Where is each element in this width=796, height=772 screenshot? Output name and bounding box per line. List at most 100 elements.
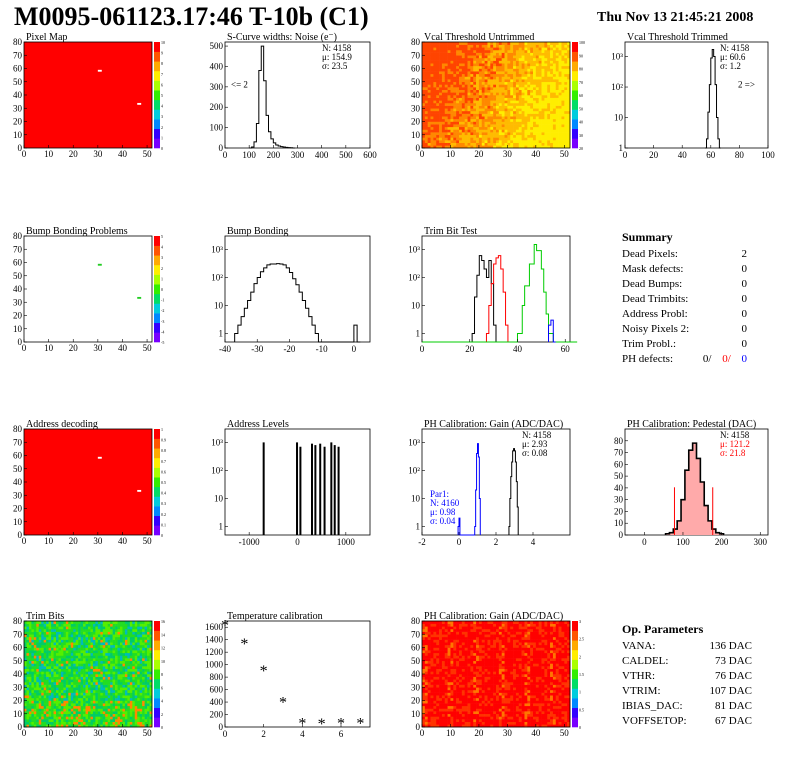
map-cell — [490, 68, 494, 72]
map-cell — [544, 113, 548, 117]
map-cell — [487, 134, 491, 138]
map-cell — [58, 719, 62, 722]
y-tick-label: 30 — [13, 297, 23, 307]
map-cell — [83, 660, 86, 664]
map-cell — [65, 644, 69, 648]
map-cell — [436, 126, 440, 130]
map-cell — [507, 44, 511, 48]
panel-title: Pixel Map — [26, 32, 67, 43]
palette-segment — [154, 429, 160, 439]
map-cell — [122, 671, 126, 675]
map-cell — [476, 71, 480, 75]
map-cell — [38, 676, 42, 680]
map-cell — [433, 705, 437, 709]
histogram-series — [548, 319, 556, 343]
map-cell — [120, 631, 123, 635]
map-cell — [58, 703, 62, 707]
map-cell — [424, 687, 428, 691]
map-cell — [60, 666, 64, 669]
palette-tick-label: 5 — [161, 234, 163, 239]
map-cell — [60, 713, 64, 717]
map-cell — [555, 81, 559, 85]
map-cell — [80, 679, 84, 683]
palette-tick-label: 0.8 — [161, 448, 166, 453]
map-cell — [564, 105, 568, 109]
map-cell — [24, 705, 27, 709]
map-cell — [441, 708, 446, 712]
map-cell — [107, 628, 111, 632]
map-cell — [521, 100, 525, 104]
map-cell — [436, 71, 440, 75]
map-cell — [51, 695, 54, 699]
map-cell — [459, 71, 463, 75]
map-cell — [43, 639, 47, 643]
map-cell — [122, 658, 126, 662]
map-cell — [544, 116, 548, 120]
map-cell — [117, 623, 121, 627]
map-cell — [501, 44, 505, 48]
map-cell — [100, 705, 104, 709]
map-cell — [65, 721, 69, 725]
map-cell — [510, 95, 514, 98]
y-tick-label: 70 — [13, 629, 23, 639]
map-cell — [510, 57, 514, 61]
y-tick-label: 400 — [210, 61, 224, 71]
map-cell — [78, 644, 81, 648]
map-cell — [144, 689, 148, 693]
map-cell — [487, 126, 491, 130]
map-cell — [95, 623, 99, 627]
map-cell — [142, 705, 145, 709]
map-cell — [26, 644, 30, 648]
map-cell — [107, 703, 111, 707]
map-cell — [459, 63, 463, 67]
map-cell — [65, 708, 69, 712]
map-cell — [83, 703, 86, 707]
map-cell — [436, 65, 440, 69]
map-cell — [476, 92, 480, 96]
map-cell — [24, 676, 27, 680]
map-cell — [484, 105, 488, 109]
map-cell — [427, 724, 431, 728]
map-cell — [142, 674, 145, 677]
map-cell — [441, 71, 446, 75]
map-cell — [427, 129, 431, 133]
map-cell — [524, 121, 528, 125]
map-cell — [31, 671, 35, 675]
map-cell — [441, 87, 446, 90]
map-cell — [70, 721, 74, 725]
map-cell — [80, 697, 84, 701]
palette-tick-label: 2 — [161, 125, 163, 130]
map-cell — [447, 118, 451, 122]
map-cell — [28, 700, 32, 704]
map-cell — [48, 692, 52, 696]
map-cell — [518, 129, 522, 133]
map-cell — [441, 76, 446, 80]
map-cell — [538, 60, 542, 64]
map-cell — [456, 60, 460, 64]
y-tick-label: 70 — [13, 244, 23, 254]
map-cell — [80, 634, 84, 638]
map-cell — [38, 668, 42, 672]
map-cell — [430, 126, 434, 130]
map-cell — [53, 655, 57, 659]
map-cell — [51, 666, 54, 669]
map-cell — [490, 129, 494, 133]
map-cell — [481, 47, 485, 51]
map-cell — [142, 639, 145, 643]
x-tick-label: 0 — [623, 150, 628, 160]
map-cell — [149, 655, 153, 659]
map-cell — [484, 132, 488, 136]
map-cell — [75, 628, 79, 632]
map-cell — [521, 137, 525, 141]
map-cell — [430, 65, 434, 69]
defect-pixel — [97, 456, 102, 459]
map-cell — [43, 668, 47, 672]
map-cell — [533, 42, 537, 45]
map-cell — [439, 713, 443, 717]
map-cell — [83, 719, 86, 722]
stats-text: μ: 2.93 — [522, 439, 548, 449]
map-cell — [493, 105, 497, 109]
map-cell — [447, 47, 451, 51]
map-cell — [490, 71, 494, 75]
x-tick-label: 40 — [678, 150, 688, 160]
